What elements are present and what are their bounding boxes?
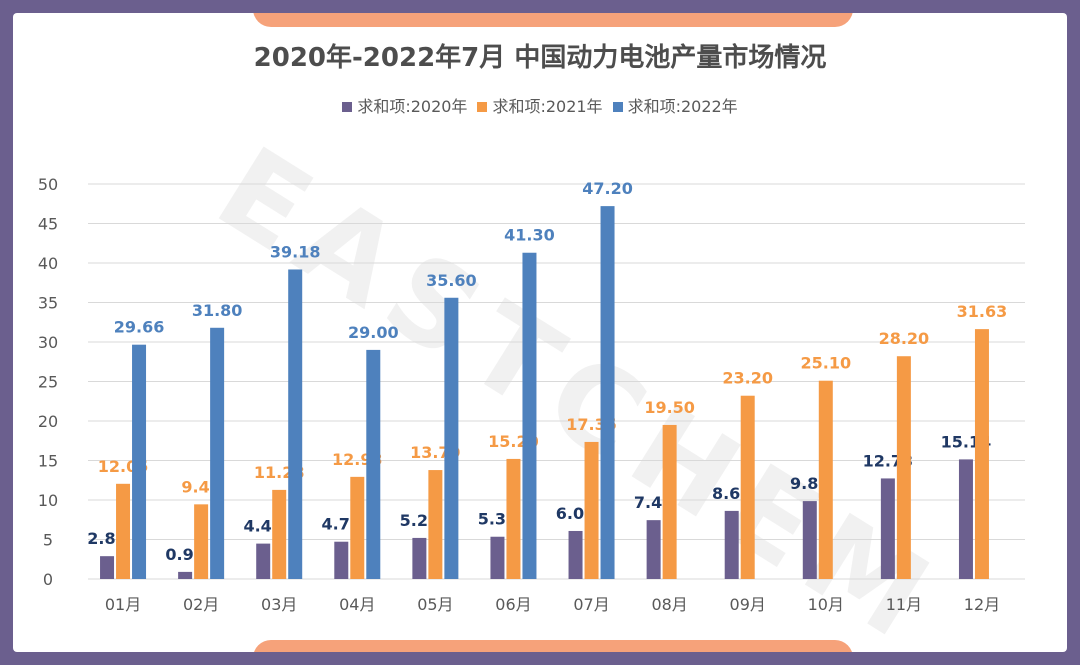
- legend-swatch: [612, 102, 623, 112]
- bar-2-12月: [974, 329, 989, 579]
- data-label: 35.60: [426, 271, 477, 290]
- y-tick-label: 40: [38, 254, 58, 273]
- data-label: 19.50: [644, 398, 695, 417]
- bar-1-02月: [178, 571, 193, 579]
- legend-label: 求和项:2020年: [357, 97, 468, 116]
- bar-2-10月: [818, 380, 833, 579]
- bar-3-02月: [210, 327, 225, 579]
- y-tick-label: 10: [38, 491, 58, 510]
- bar-3-07月: [600, 206, 615, 579]
- x-tick-label: 11月: [886, 595, 922, 614]
- data-label: 29.00: [348, 323, 399, 342]
- x-tick-label: 08月: [651, 595, 687, 614]
- legend-swatch: [477, 102, 488, 112]
- data-label: 31.80: [192, 301, 243, 320]
- x-tick-label: 10月: [808, 595, 844, 614]
- legend-item-1: 求和项:2020年: [342, 93, 467, 117]
- data-label: 47.20: [582, 179, 633, 198]
- bottom-decoration-tab: [253, 640, 853, 652]
- x-tick-label: 02月: [183, 595, 219, 614]
- x-tick-label: 01月: [105, 595, 141, 614]
- x-tick-label: 06月: [495, 595, 531, 614]
- bar-3-01月: [132, 344, 147, 579]
- bar-3-03月: [288, 269, 303, 579]
- chart-frame: 2020年-2022年7月 中国动力电池产量市场情况 求和项:2020年 求和项:…: [13, 13, 1067, 652]
- bar-1-06月: [490, 536, 505, 579]
- legend-label: 求和项:2021年: [492, 97, 603, 116]
- bar-1-05月: [412, 537, 427, 579]
- y-tick-label: 25: [38, 373, 58, 392]
- x-tick-label: 07月: [573, 595, 609, 614]
- data-label: 25.10: [800, 354, 851, 373]
- y-tick-label: 30: [38, 333, 58, 352]
- bar-2-02月: [194, 504, 209, 579]
- chart-legend: 求和项:2020年 求和项:2021年 求和项:2022年: [13, 93, 1067, 117]
- bar-2-03月: [272, 489, 287, 579]
- bar-1-07月: [568, 530, 583, 579]
- legend-item-3: 求和项:2022年: [612, 93, 738, 117]
- legend-swatch: [342, 102, 353, 112]
- bar-3-05月: [444, 297, 459, 579]
- top-decoration-tab: [253, 13, 853, 27]
- bar-2-08月: [662, 424, 677, 579]
- bar-2-06月: [506, 458, 521, 579]
- bar-2-07月: [584, 441, 599, 579]
- bar-2-01月: [116, 483, 131, 579]
- y-tick-label: 15: [38, 452, 58, 471]
- data-label: 28.20: [879, 329, 930, 348]
- data-label: 29.66: [114, 318, 165, 337]
- y-tick-label: 5: [43, 531, 53, 550]
- bar-2-05月: [428, 470, 443, 579]
- bar-2-04月: [350, 476, 365, 579]
- data-label: 23.20: [722, 369, 773, 388]
- bar-1-10月: [802, 501, 817, 579]
- bar-chart: 051015202530354045502.8912.0529.6601月0.9…: [38, 175, 1025, 614]
- y-tick-label: 45: [38, 215, 58, 234]
- data-label: 31.63: [957, 302, 1008, 321]
- bar-1-11月: [880, 478, 895, 579]
- y-tick-label: 50: [38, 175, 58, 194]
- y-tick-label: 0: [43, 570, 53, 589]
- legend-item-2: 求和项:2021年: [477, 93, 603, 117]
- bar-1-09月: [724, 510, 739, 579]
- x-tick-label: 09月: [730, 595, 766, 614]
- x-tick-label: 03月: [261, 595, 297, 614]
- data-label: 41.30: [504, 226, 555, 245]
- legend-label: 求和项:2022年: [627, 97, 738, 116]
- data-label: 39.18: [270, 242, 321, 261]
- bar-3-04月: [366, 349, 381, 579]
- bar-1-03月: [256, 543, 271, 579]
- bar-1-04月: [334, 541, 349, 579]
- y-tick-label: 20: [38, 412, 58, 431]
- chart-title: 2020年-2022年7月 中国动力电池产量市场情况: [253, 43, 827, 73]
- x-tick-label: 04月: [339, 595, 375, 614]
- bar-2-09月: [740, 395, 755, 579]
- bar-1-01月: [100, 556, 115, 579]
- y-tick-label: 35: [38, 294, 58, 313]
- x-tick-label: 12月: [964, 595, 1000, 614]
- bar-1-12月: [958, 459, 973, 579]
- bar-1-08月: [646, 520, 661, 579]
- bar-3-06月: [522, 252, 537, 580]
- bar-2-11月: [896, 356, 911, 579]
- x-tick-label: 05月: [417, 595, 453, 614]
